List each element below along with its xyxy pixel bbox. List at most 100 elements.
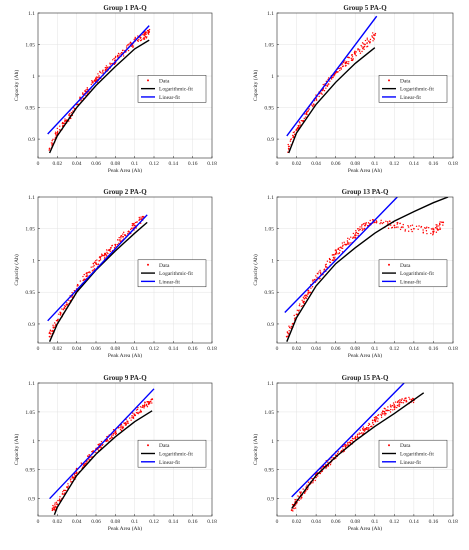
data-point: [436, 225, 438, 228]
data-point: [66, 302, 68, 304]
data-point: [300, 498, 302, 500]
data-point: [297, 495, 299, 497]
data-point: [63, 122, 65, 124]
data-point: [145, 403, 148, 406]
data-point: [51, 142, 54, 144]
data-point: [126, 422, 129, 424]
data-point: [335, 249, 337, 251]
data-point: [351, 56, 354, 58]
data-point: [114, 245, 117, 247]
data-point: [83, 278, 85, 280]
axes-box: [37, 382, 213, 517]
data-point: [296, 127, 299, 130]
data-point: [370, 425, 372, 428]
data-point: [142, 33, 144, 36]
data-point: [299, 492, 302, 494]
data-point: [68, 113, 70, 116]
data-point: [51, 509, 54, 511]
data-point: [82, 275, 84, 278]
data-point: [382, 410, 384, 412]
data-point: [119, 426, 121, 429]
data-point: [123, 231, 125, 234]
data-point: [142, 38, 144, 40]
data-point: [344, 60, 346, 62]
data-point: [70, 111, 73, 114]
data-point: [404, 230, 406, 232]
data-point: [299, 491, 301, 493]
data-point: [293, 507, 295, 510]
data-point: [326, 260, 329, 262]
data-point: [148, 28, 151, 31]
y-axis-label: Capacity (Ah): [252, 434, 259, 465]
data-point: [306, 488, 309, 491]
data-point: [408, 396, 410, 399]
data-point: [387, 406, 389, 408]
data-point: [427, 226, 430, 229]
data-point: [363, 428, 365, 430]
data-point: [133, 222, 135, 225]
data-point: [90, 266, 92, 268]
data-point: [418, 225, 420, 227]
data-point: [390, 405, 392, 408]
data-point: [303, 117, 305, 120]
data-point: [355, 230, 357, 232]
legend-label: Logarithmic-fit: [159, 450, 193, 457]
data-point: [430, 228, 433, 230]
data-point: [144, 33, 146, 36]
x-tick-label: 0.04: [311, 346, 321, 352]
data-point: [98, 260, 100, 262]
data-point: [422, 229, 424, 231]
data-point: [92, 262, 94, 265]
data-point: [382, 221, 385, 224]
data-point: [113, 57, 115, 60]
y-tick-label: 0.95: [25, 290, 35, 296]
data-point: [102, 69, 104, 71]
data-point: [386, 221, 389, 223]
data-point: [127, 230, 130, 232]
data-point: [302, 296, 305, 298]
data-point: [392, 402, 395, 404]
data-point: [84, 90, 86, 93]
data-point: [361, 224, 363, 226]
data-point: [59, 125, 61, 127]
data-point: [112, 434, 114, 436]
legend-label: Data: [159, 78, 170, 84]
data-point: [394, 405, 396, 407]
data-point: [399, 222, 401, 225]
data-point: [294, 507, 297, 509]
legend-label: Linear-fit: [400, 94, 421, 101]
data-point: [147, 33, 150, 35]
data-point: [342, 244, 344, 246]
data-point: [76, 285, 78, 287]
data-point: [332, 254, 334, 256]
data-point: [417, 228, 419, 230]
data-point: [92, 266, 94, 268]
data-point: [383, 410, 385, 413]
data-point: [373, 418, 376, 421]
x-tick-label: 0.18: [448, 346, 458, 352]
x-tick-label: 0.08: [350, 161, 360, 167]
data-point: [292, 131, 295, 134]
data-point: [369, 38, 372, 41]
data-point: [438, 225, 440, 227]
data-point: [307, 110, 309, 112]
data-point: [52, 329, 54, 332]
data-point: [93, 261, 96, 264]
data-point: [70, 481, 72, 483]
data-point: [99, 442, 101, 445]
data-point: [351, 439, 353, 442]
data-point: [353, 52, 356, 54]
data-point: [390, 408, 392, 411]
data-point: [361, 227, 363, 229]
data-point: [423, 227, 426, 229]
data-point: [432, 231, 434, 233]
data-point: [337, 451, 340, 453]
data-point: [342, 448, 344, 450]
data-point: [148, 401, 151, 404]
data-point: [130, 419, 132, 421]
data-point: [299, 122, 301, 124]
x-tick-label: 0.1: [131, 161, 138, 167]
data-point: [292, 510, 294, 512]
